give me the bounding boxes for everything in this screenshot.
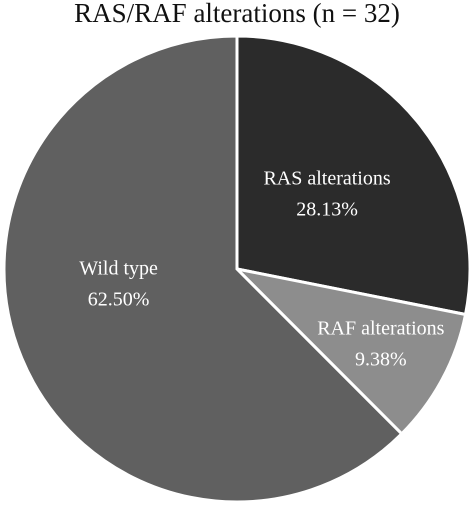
slice-value-label: 62.50% (88, 289, 150, 311)
slice-label: RAS alterations (263, 168, 390, 190)
slice-label: RAF alterations (317, 318, 444, 340)
slice-label: Wild type (79, 258, 158, 280)
pie-slice (232, 266, 468, 436)
slice-value-label: 9.38% (355, 349, 407, 371)
pie-slice (235, 34, 472, 317)
slice-value-label: 28.13% (296, 199, 358, 221)
chart-title: RAS/RAF alterations (n = 32) (74, 0, 400, 28)
pie-slice (2, 34, 404, 504)
